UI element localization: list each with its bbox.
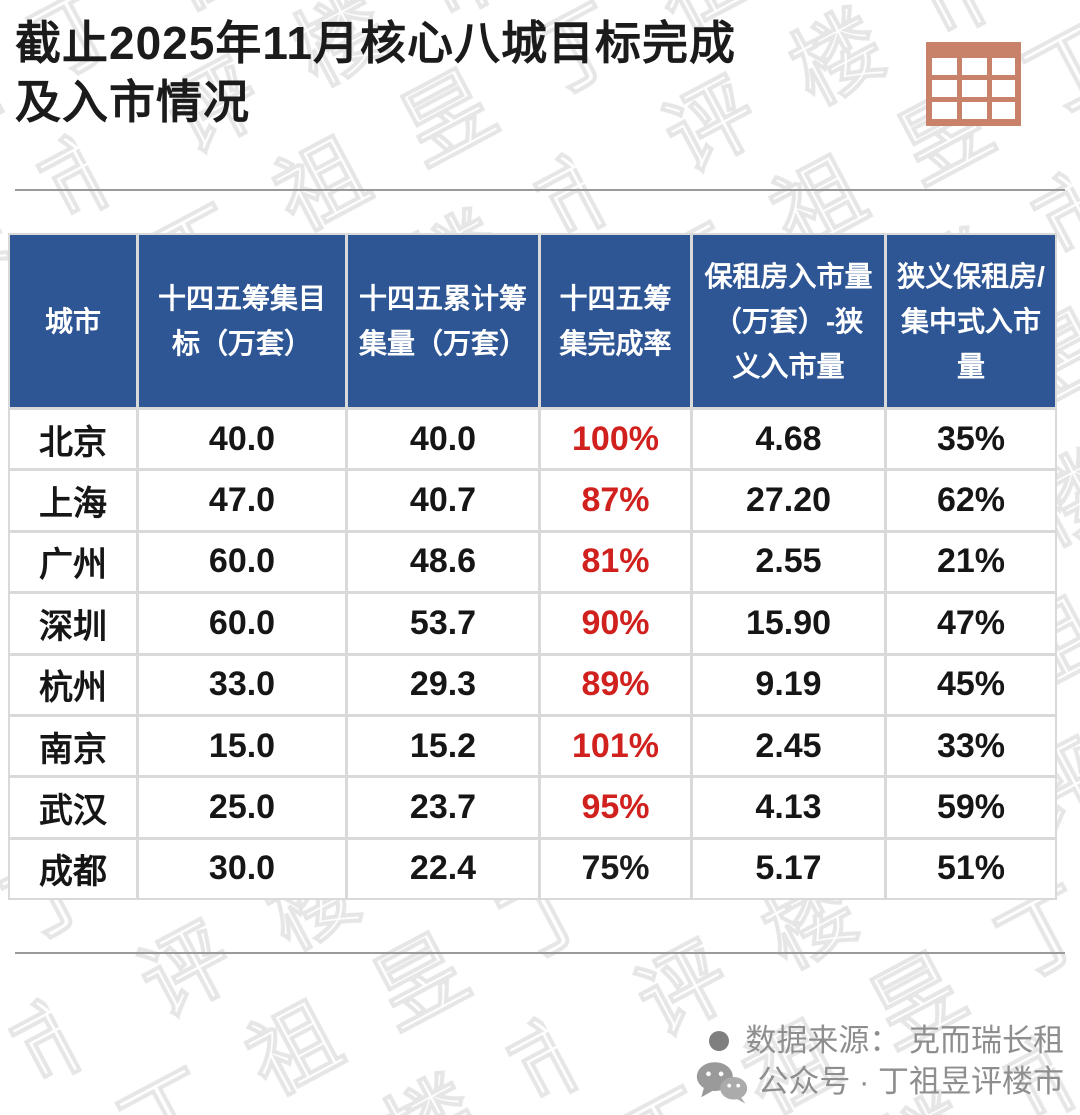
data-source-line: 数据来源： 克而瑞长租 [695,1022,1064,1060]
city-name: 南京 [10,716,136,776]
raised-value: 48.6 [348,532,538,592]
target-value: 60.0 [139,594,345,653]
col-header-rate: 十四五筹 集完成率 [541,235,690,407]
rate-value: 75% [541,839,690,899]
col-header-target: 十四五筹集目 标（万套） [139,235,345,407]
raised-value: 40.0 [348,410,538,469]
target-value: 15.0 [139,716,345,776]
city-name: 北京 [10,410,136,469]
ratio-value: 47% [887,594,1055,653]
col-header-ratio: 狭义保租房/ 集中式入市 量 [887,235,1055,407]
target-value: 47.0 [139,471,345,530]
raised-value: 23.7 [348,778,538,837]
entry-value: 27.20 [693,471,884,530]
account-text: 公众号 · 丁祖昱评楼市 [757,1064,1064,1099]
col-header-city: 城市 [10,235,136,407]
raised-value: 22.4 [348,839,538,899]
entry-value: 4.13 [693,778,884,837]
bullet-icon [709,1031,730,1051]
entry-value: 2.55 [693,532,884,592]
entry-value: 2.45 [693,716,884,776]
ratio-value: 59% [887,778,1055,837]
ratio-value: 33% [887,716,1055,776]
entry-value: 9.19 [693,655,884,714]
wechat-icon [697,1062,748,1104]
ratio-value: 21% [887,532,1055,592]
raised-value: 15.2 [348,716,538,776]
target-value: 60.0 [139,532,345,592]
target-value: 40.0 [139,410,345,469]
footer-divider [15,952,1065,954]
ratio-value: 45% [887,655,1055,714]
city-name: 杭州 [10,655,136,714]
rate-value: 89% [541,655,690,714]
footer: 数据来源： 克而瑞长租 公众号 · 丁祖昱评楼市 [695,1022,1064,1104]
rate-value: 90% [541,594,690,653]
entry-value: 4.68 [693,410,884,469]
ratio-value: 62% [887,471,1055,530]
account-line: 公众号 · 丁祖昱评楼市 [695,1060,1064,1104]
city-name: 深圳 [10,594,136,653]
table-grid-icon [926,42,1021,126]
rate-value: 87% [541,471,690,530]
rate-value: 95% [541,778,690,837]
target-value: 30.0 [139,839,345,899]
city-stats-table: 城市 十四五筹集目 标（万套） 十四五累计筹 集量（万套） 十四五筹 集完成率 … [8,233,1057,901]
ratio-value: 51% [887,839,1055,899]
ratio-value: 35% [887,410,1055,469]
entry-value: 5.17 [693,839,884,899]
col-header-raised: 十四五累计筹 集量（万套） [348,235,538,407]
rate-value: 81% [541,532,690,592]
city-name: 成都 [10,839,136,899]
data-source-text: 数据来源： 克而瑞长租 [745,1023,1064,1058]
target-value: 33.0 [139,655,345,714]
raised-value: 53.7 [348,594,538,653]
target-value: 25.0 [139,778,345,837]
city-name: 广州 [10,532,136,592]
raised-value: 29.3 [348,655,538,714]
raised-value: 40.7 [348,471,538,530]
city-name: 武汉 [10,778,136,837]
rate-value: 101% [541,716,690,776]
title-divider [15,189,1065,191]
rate-value: 100% [541,410,690,469]
page-title: 截止2025年11月核心八城目标完成 及入市情况 [15,17,736,128]
col-header-entry: 保租房入市量 （万套）-狭 义入市量 [693,235,884,407]
entry-value: 15.90 [693,594,884,653]
city-name: 上海 [10,471,136,530]
